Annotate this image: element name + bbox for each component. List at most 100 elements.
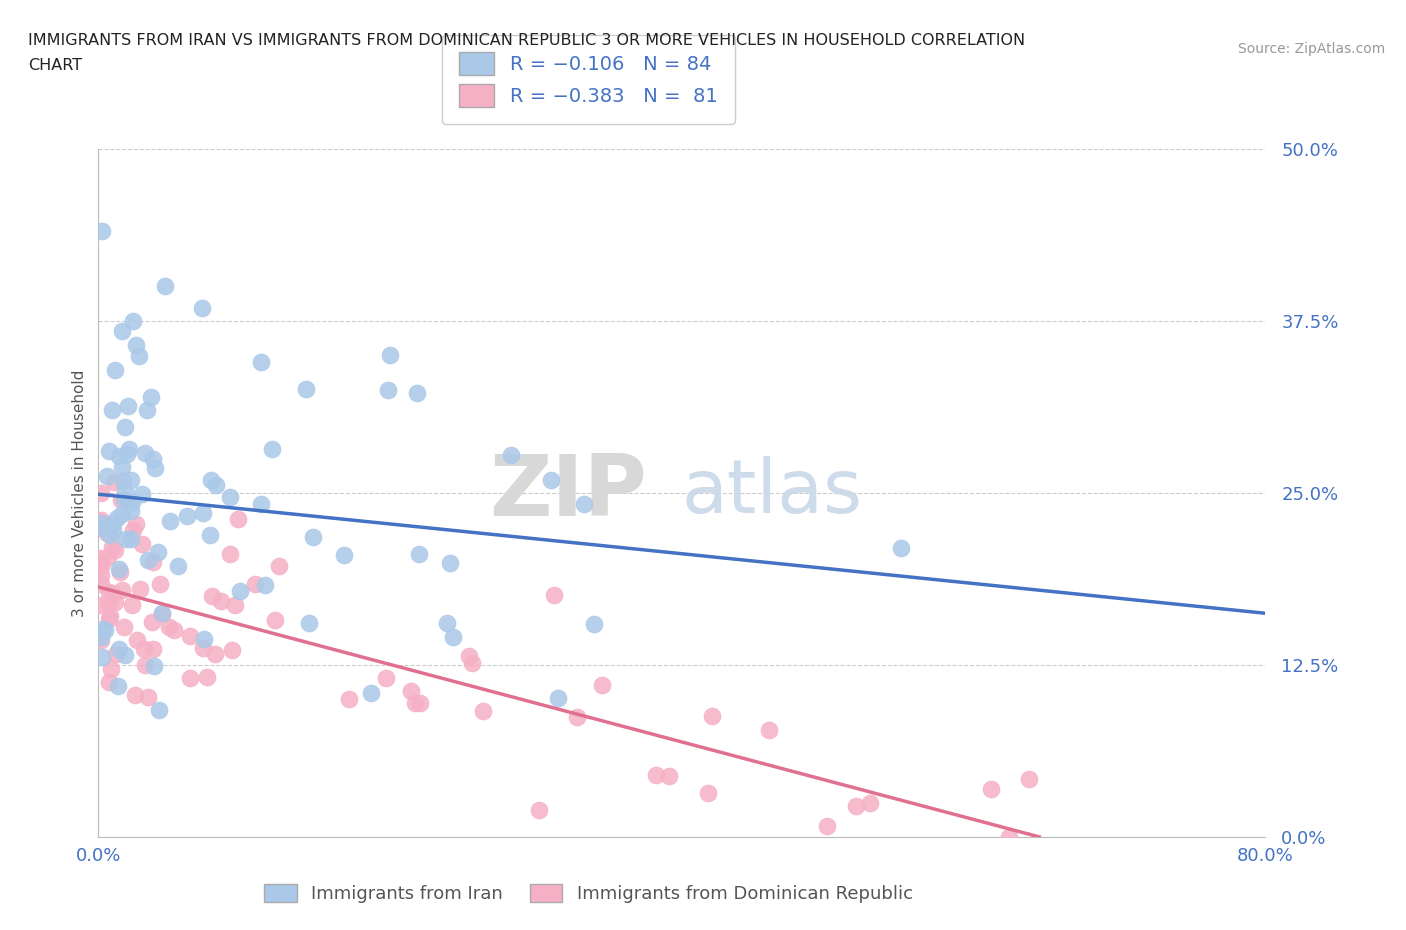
Point: [167, 558, 190, 573]
Point: [90, 567, 112, 582]
Point: [97, 674, 120, 689]
Point: [112, 492, 135, 507]
Point: [858, 795, 880, 810]
Point: [90, 516, 112, 531]
Point: [143, 658, 166, 673]
Point: [136, 552, 159, 567]
Point: [201, 589, 224, 604]
Point: [471, 704, 494, 719]
Point: [380, 348, 402, 363]
Point: [90, 558, 112, 573]
Point: [260, 442, 283, 457]
Point: [543, 588, 565, 603]
Point: [107, 510, 129, 525]
Point: [131, 537, 153, 551]
Point: [111, 324, 134, 339]
Point: [104, 647, 127, 662]
Point: [458, 648, 481, 663]
Point: [114, 647, 136, 662]
Point: [111, 506, 134, 521]
Point: [111, 460, 134, 475]
Point: [118, 495, 141, 510]
Point: [110, 492, 132, 507]
Point: [124, 688, 146, 703]
Point: [128, 348, 150, 363]
Y-axis label: 3 or more Vehicles in Household: 3 or more Vehicles in Household: [72, 369, 87, 617]
Point: [191, 300, 214, 315]
Point: [138, 690, 160, 705]
Point: [200, 472, 222, 487]
Point: [90, 485, 112, 500]
Point: [404, 695, 426, 710]
Point: [243, 577, 266, 591]
Point: [582, 617, 605, 631]
Point: [250, 354, 273, 369]
Point: [267, 559, 290, 574]
Point: [143, 460, 166, 475]
Point: [101, 587, 124, 602]
Point: [163, 622, 186, 637]
Point: [176, 509, 198, 524]
Point: [179, 629, 201, 644]
Point: [134, 658, 156, 672]
Point: [658, 768, 681, 783]
Point: [135, 403, 157, 418]
Point: [90, 556, 112, 571]
Point: [179, 671, 201, 685]
Point: [405, 385, 427, 400]
Point: [408, 547, 430, 562]
Point: [193, 505, 215, 520]
Point: [107, 642, 129, 657]
Point: [115, 532, 138, 547]
Point: [93, 623, 115, 638]
Point: [302, 529, 325, 544]
Point: [90, 597, 112, 612]
Point: [409, 696, 432, 711]
Point: [146, 544, 169, 559]
Point: [115, 446, 138, 461]
Point: [111, 473, 134, 488]
Point: [120, 503, 142, 518]
Text: IMMIGRANTS FROM IRAN VS IMMIGRANTS FROM DOMINICAN REPUBLIC 3 OR MORE VEHICLES IN: IMMIGRANTS FROM IRAN VS IMMIGRANTS FROM …: [28, 33, 1025, 47]
Point: [98, 528, 121, 543]
Point: [218, 490, 240, 505]
Point: [644, 768, 666, 783]
Point: [97, 612, 120, 627]
Point: [501, 447, 523, 462]
Point: [702, 709, 724, 724]
Point: [264, 612, 287, 627]
Point: [148, 577, 170, 591]
Point: [153, 279, 176, 294]
Legend: Immigrants from Iran, Immigrants from Dominican Republic: Immigrants from Iran, Immigrants from Do…: [257, 877, 920, 910]
Point: [107, 679, 129, 694]
Point: [104, 594, 127, 609]
Point: [436, 616, 458, 631]
Point: [401, 684, 423, 698]
Point: [90, 512, 112, 527]
Point: [122, 313, 145, 328]
Point: [211, 594, 233, 609]
Text: ZIP: ZIP: [489, 451, 647, 535]
Point: [997, 830, 1019, 844]
Point: [125, 516, 148, 531]
Point: [333, 548, 356, 563]
Point: [104, 363, 127, 378]
Point: [298, 616, 321, 631]
Point: [565, 710, 588, 724]
Point: [132, 642, 155, 657]
Point: [441, 630, 464, 644]
Point: [572, 497, 595, 512]
Point: [90, 630, 112, 644]
Point: [547, 690, 569, 705]
Point: [204, 478, 226, 493]
Point: [114, 484, 136, 498]
Point: [195, 670, 218, 684]
Point: [193, 641, 215, 656]
Point: [250, 497, 273, 512]
Point: [152, 605, 174, 620]
Point: [157, 619, 180, 634]
Point: [439, 555, 461, 570]
Point: [218, 547, 240, 562]
Point: [103, 515, 125, 530]
Point: [375, 671, 398, 685]
